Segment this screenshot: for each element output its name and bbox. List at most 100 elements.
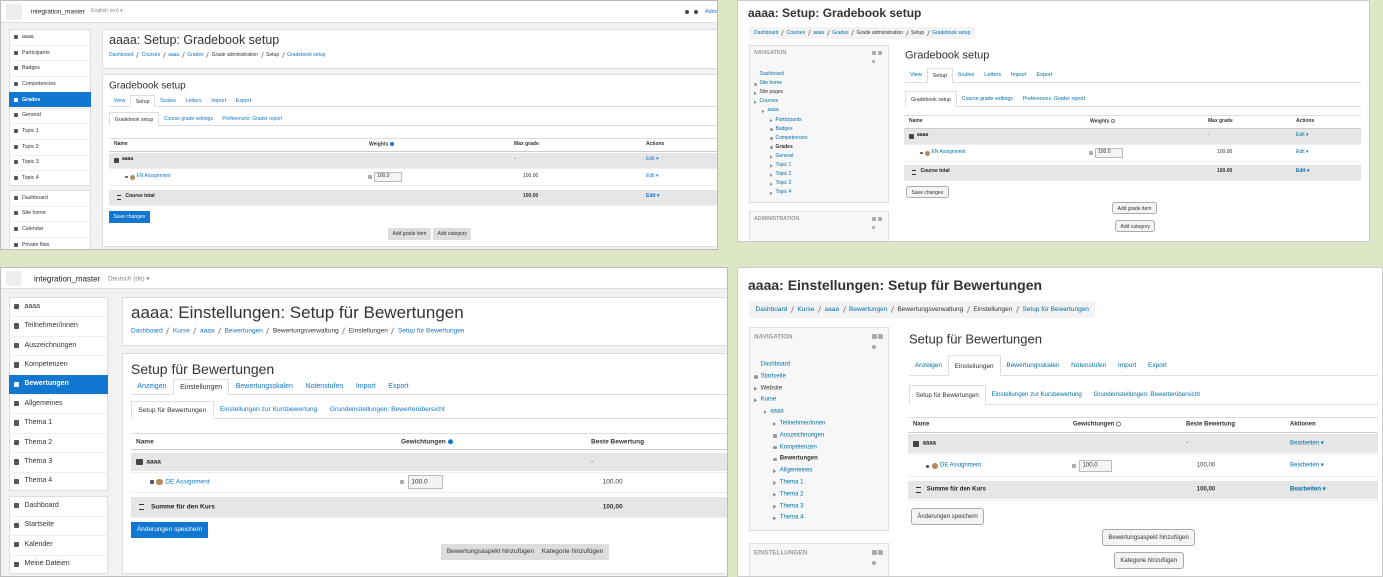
tab[interactable]: Letters — [984, 72, 1002, 78]
nav-item[interactable]: Grades — [21, 96, 41, 103]
subtab[interactable]: Setup für Bewertungen — [909, 385, 986, 405]
tab[interactable]: Export — [388, 383, 409, 390]
action-menu[interactable]: Edit ▾ — [1296, 132, 1309, 139]
button[interactable]: Add grade item — [1112, 202, 1157, 214]
action-menu[interactable]: Edit ▾ — [1296, 168, 1310, 175]
breadcrumb-item[interactable]: Grades — [187, 52, 204, 58]
button[interactable]: Kategorie hinzufügen — [1114, 552, 1184, 569]
nav-item[interactable]: aaaa — [770, 408, 784, 415]
tab[interactable]: Import — [355, 383, 376, 390]
nav-item[interactable]: Dashboard — [759, 71, 784, 78]
breadcrumb-item[interactable]: Dashboard — [755, 306, 788, 313]
nav-item[interactable]: Auszeichnungen — [24, 341, 77, 349]
breadcrumb-item[interactable]: Kurse — [172, 327, 190, 335]
nav-item[interactable]: Badges — [21, 65, 40, 72]
nav-item[interactable]: Teilnehmer/innen — [24, 322, 78, 330]
tab[interactable]: Einstellungen — [947, 355, 1001, 376]
item-name[interactable]: DE Assignment — [165, 478, 210, 486]
subtab[interactable]: Einstellungen zur Kursbewertung — [991, 391, 1082, 398]
breadcrumb-item[interactable]: Grades — [832, 30, 849, 36]
nav-item[interactable]: Topic 3 — [775, 180, 792, 187]
tab[interactable]: Letters — [185, 98, 202, 104]
tab[interactable]: Setup — [129, 95, 156, 107]
nav-item[interactable]: Kalender — [24, 540, 53, 548]
subtab[interactable]: Preferences: Grader report — [222, 116, 283, 122]
nav-item[interactable]: Bewertungen — [24, 380, 69, 388]
breadcrumb-item[interactable]: Bewertungen — [224, 327, 263, 335]
menu-button[interactable] — [6, 4, 22, 20]
subtab[interactable]: Gradebook setup — [109, 112, 160, 126]
nav-item[interactable]: Dashboard — [760, 361, 790, 368]
nav-item[interactable]: Startseite — [760, 373, 786, 380]
button[interactable]: Add grade item — [388, 228, 431, 240]
tab[interactable]: Import — [1117, 362, 1137, 369]
button[interactable]: Bewertungsaspekt hinzufügen — [441, 544, 540, 560]
breadcrumb-item[interactable]: Dashboard — [754, 30, 779, 36]
action-menu[interactable]: Edit ▾ — [1296, 149, 1309, 156]
breadcrumb-item[interactable]: aaaa — [813, 30, 825, 36]
button[interactable]: Kategorie hinzufügen — [536, 544, 610, 560]
nav-item[interactable]: Startseite — [24, 521, 55, 529]
button[interactable]: Änderungen speichern — [131, 522, 209, 538]
nav-item[interactable]: aaaa — [24, 302, 41, 310]
nav-item[interactable]: Calendar — [21, 225, 44, 232]
subtab[interactable]: Grundeinstellungen: Bewerterübersicht — [329, 406, 445, 413]
tab[interactable]: Scales — [957, 72, 975, 78]
nav-item[interactable]: Competencies — [775, 134, 808, 141]
nav-item[interactable]: Topic 1 — [21, 128, 39, 135]
action-menu[interactable]: Bearbeiten ▾ — [1290, 486, 1326, 493]
nav-item[interactable]: Dashboard — [24, 501, 59, 509]
tab[interactable]: View — [909, 72, 922, 78]
tab[interactable]: Setup — [926, 68, 953, 83]
breadcrumb-item[interactable]: aaaa — [824, 306, 839, 313]
site-name[interactable]: integration_master — [31, 8, 85, 16]
breadcrumb-item[interactable]: Bewertungen — [849, 306, 888, 313]
item-name[interactable]: EN Assignment — [931, 149, 966, 156]
button[interactable]: Bewertungsaspekt hinzufügen — [1102, 529, 1196, 546]
tab[interactable]: Import — [211, 98, 227, 104]
tab[interactable]: Anzeigen — [137, 383, 167, 390]
language-menu[interactable]: English (en) ▾ — [91, 8, 123, 15]
breadcrumb-item[interactable]: aaaa — [199, 327, 215, 335]
menu-button[interactable] — [6, 271, 21, 286]
tab[interactable]: Import — [1010, 72, 1027, 78]
action-menu[interactable]: Edit ▾ — [646, 156, 659, 163]
nav-item[interactable]: Site home — [759, 80, 783, 87]
nav-item[interactable]: Kompetenzen — [779, 444, 817, 451]
button[interactable]: Save changes — [906, 186, 949, 198]
breadcrumb-item[interactable]: Dashboard — [131, 327, 163, 335]
nav-item[interactable]: Allgemeines — [24, 399, 63, 407]
nav-item[interactable]: Thema 1 — [779, 479, 804, 486]
nav-item[interactable]: Topic 1 — [775, 162, 792, 169]
nav-item[interactable]: Topic 2 — [21, 143, 39, 150]
nav-item[interactable]: aaaa — [767, 107, 779, 114]
action-menu[interactable]: Bearbeiten ▾ — [1290, 440, 1324, 447]
nav-item[interactable]: Topic 4 — [21, 175, 39, 182]
subtab[interactable]: Gradebook setup — [905, 91, 957, 107]
nav-item[interactable]: Thema 3 — [24, 457, 53, 465]
nav-item[interactable]: Topic 2 — [775, 171, 792, 178]
button[interactable]: Add category — [433, 228, 472, 240]
breadcrumb-item[interactable]: Gradebook setup — [287, 52, 326, 58]
weight-input[interactable] — [407, 475, 444, 489]
weight-input[interactable] — [374, 171, 402, 183]
nav-item[interactable]: Kurse — [760, 396, 777, 403]
subtab[interactable]: Grundeinstellungen: Bewerterübersicht — [1093, 391, 1200, 398]
action-menu[interactable]: Edit ▾ — [646, 173, 659, 180]
breadcrumb-item[interactable]: Courses — [141, 52, 161, 58]
subtab[interactable]: Einstellungen zur Kursbewertung — [219, 406, 318, 413]
nav-item[interactable]: General — [21, 112, 41, 119]
site-name[interactable]: integration_master — [34, 273, 101, 283]
tab[interactable]: Bewertungsskalen — [1006, 362, 1060, 369]
breadcrumb-item[interactable]: Setup für Bewertungen — [397, 327, 465, 335]
nav-item[interactable]: Teilnehmer/innen — [779, 420, 826, 427]
weight-input[interactable] — [1095, 147, 1123, 159]
nav-item[interactable]: Thema 2 — [24, 438, 53, 446]
nav-item[interactable]: aaaa — [21, 33, 34, 40]
tab[interactable]: View — [113, 98, 126, 104]
tab[interactable]: Scales — [160, 98, 176, 104]
item-name[interactable]: EN Assignment — [136, 173, 171, 180]
nav-item[interactable]: Topic 4 — [775, 189, 792, 196]
nav-item[interactable]: Participants — [775, 116, 802, 123]
button[interactable]: Save changes — [109, 211, 150, 223]
